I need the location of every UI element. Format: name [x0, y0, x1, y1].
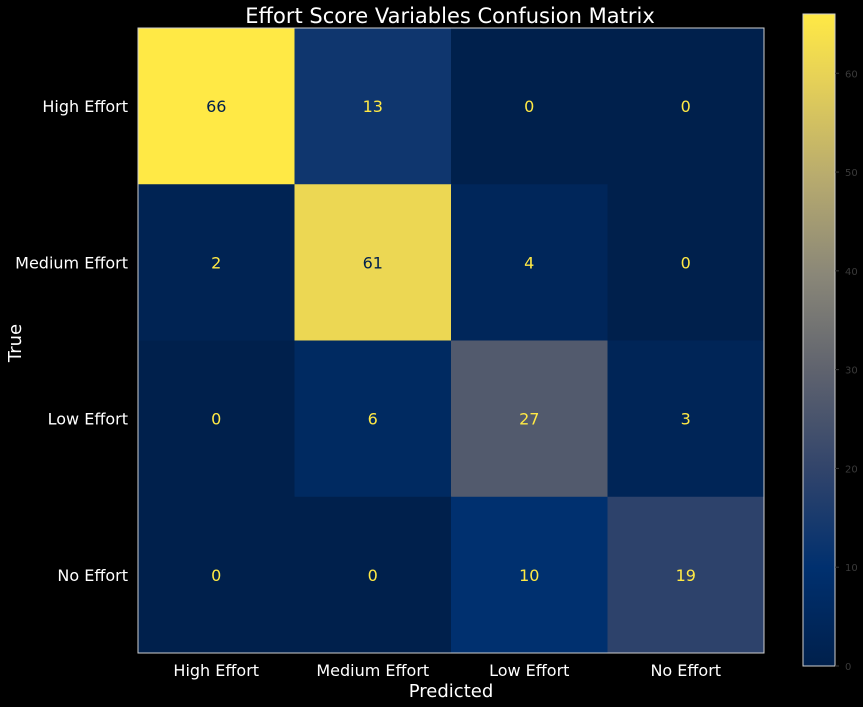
y-tick-label: No Effort: [57, 566, 128, 585]
cell-value-label: 0: [681, 97, 691, 116]
matrix-cell: [294, 184, 452, 341]
cell-value-label: 13: [363, 97, 383, 116]
matrix-cells: [138, 28, 765, 654]
matrix-cell: [294, 496, 452, 654]
matrix-cell: [607, 28, 765, 185]
matrix-cell-labels: 66 13 0 0 2 61 4 0 0 6 27 3 0 0 10 19: [206, 97, 696, 585]
colorbar-tick-label: 50: [845, 168, 858, 179]
cell-value-label: 19: [676, 566, 696, 585]
x-axis-label: Predicted: [409, 681, 494, 702]
colorbar-tick-label: 40: [845, 267, 858, 278]
matrix-cell: [138, 184, 295, 341]
colorbar-tick-label: 10: [845, 563, 858, 574]
matrix-cell: [451, 496, 608, 654]
matrix-cell: [294, 340, 452, 498]
cell-value-label: 66: [206, 97, 226, 116]
colorbar-ticks: 0 10 20 30 40 50 60: [835, 69, 858, 673]
colorbar: [802, 13, 836, 667]
cell-value-label: 2: [211, 253, 221, 272]
y-tick-label: Medium Effort: [15, 253, 128, 272]
matrix-cell: [607, 184, 765, 341]
matrix-cell: [451, 28, 608, 185]
colorbar-tick-label: 20: [845, 464, 858, 475]
matrix-cell: [138, 496, 295, 654]
cell-value-label: 0: [211, 566, 221, 585]
y-tick-labels: High Effort Medium Effort Low Effort No Eff…: [15, 97, 128, 585]
cell-value-label: 27: [519, 410, 539, 429]
colorbar-tick-label: 30: [845, 366, 858, 377]
x-tick-label: High Effort: [173, 661, 259, 680]
matrix-cell: [294, 28, 452, 185]
matrix-cell: [451, 340, 608, 498]
cell-value-label: 0: [524, 97, 534, 116]
x-tick-label: Low Effort: [489, 661, 569, 680]
y-axis-label: True: [5, 324, 26, 363]
x-tick-label: Medium Effort: [316, 661, 429, 680]
cell-value-label: 10: [519, 566, 539, 585]
cell-value-label: 0: [681, 253, 691, 272]
x-tick-labels: High Effort Medium Effort Low Effort No Eff…: [173, 661, 721, 680]
chart-title: Effort Score Variables Confusion Matrix: [245, 4, 655, 28]
cell-value-label: 61: [363, 253, 383, 272]
cell-value-label: 0: [211, 410, 221, 429]
matrix-cell: [138, 340, 295, 498]
cell-value-label: 0: [368, 566, 378, 585]
plot-frame: [137, 27, 765, 654]
matrix-cell: [607, 340, 765, 498]
colorbar-tick-label: 0: [845, 662, 851, 673]
matrix-cell: [138, 28, 295, 185]
x-tick-label: No Effort: [650, 661, 721, 680]
y-tick-label: High Effort: [42, 97, 128, 116]
matrix-cell: [607, 496, 765, 654]
y-tick-label: Low Effort: [48, 410, 128, 429]
matrix-cell: [451, 184, 608, 341]
colorbar-tick-label: 60: [845, 69, 858, 80]
cell-value-label: 3: [681, 410, 691, 429]
cell-value-label: 6: [368, 410, 378, 429]
cell-value-label: 4: [524, 253, 534, 272]
